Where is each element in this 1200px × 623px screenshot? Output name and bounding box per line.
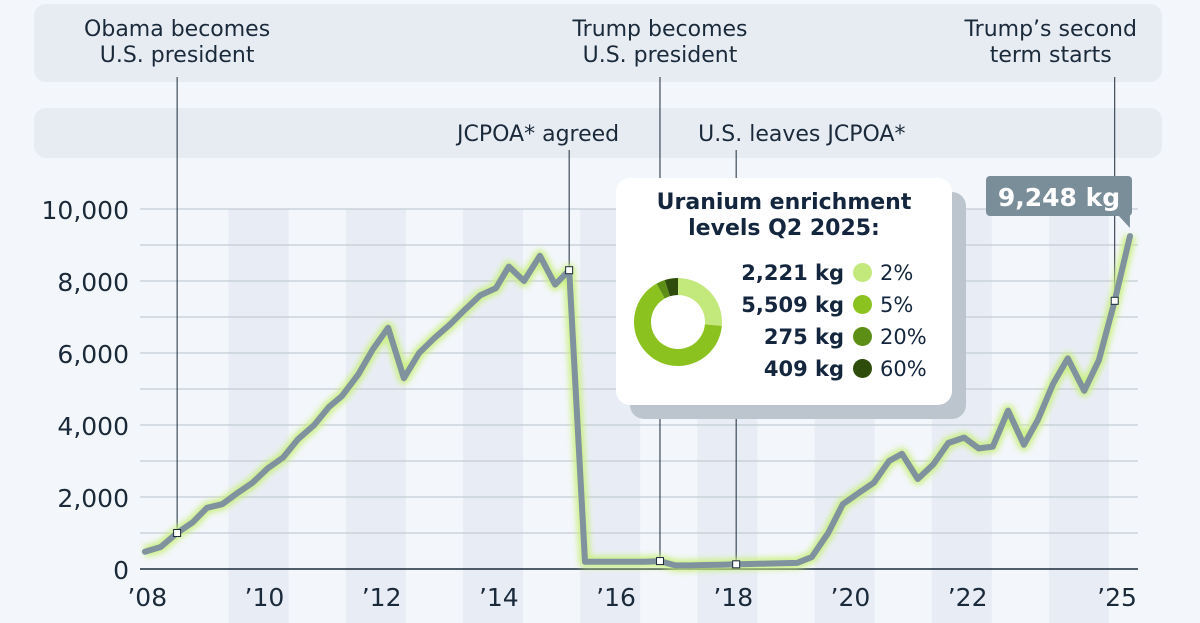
x-tick-label: ’18	[713, 583, 753, 612]
event-label: term starts	[990, 43, 1112, 68]
event-banner-top	[34, 4, 1162, 82]
x-tick-label: ’12	[362, 583, 402, 612]
x-tick-label: ’14	[479, 583, 519, 612]
enrichment-donut	[633, 278, 722, 367]
event-marker	[655, 557, 664, 566]
event-label: Trump becomes	[571, 17, 747, 42]
legend-swatch	[853, 359, 872, 378]
legend-item: 5,509 kg 5%	[714, 289, 932, 320]
legend-kg: 5,509 kg	[741, 292, 844, 317]
x-tick-label: ’08	[127, 583, 167, 612]
donut-slice	[656, 280, 670, 299]
legend-kg: 275 kg	[763, 324, 844, 349]
legend-swatch	[853, 263, 872, 282]
inset-title-line: Uranium enrichment	[656, 190, 912, 215]
x-tick-label: ’25	[1097, 583, 1137, 612]
event-marker	[173, 529, 182, 537]
legend-swatch	[853, 327, 872, 346]
event-banner-second	[34, 108, 1162, 158]
legend-level: 20%	[880, 324, 927, 349]
legend-item: 275 kg 20%	[714, 321, 932, 352]
event-marker	[1110, 296, 1119, 305]
last-value-label: 9,248 kg	[998, 183, 1120, 212]
y-tick-label: 6,000	[57, 340, 129, 369]
enrichment-inset: Uranium enrichment levels Q2 2025: 2,221…	[616, 178, 952, 405]
y-tick-label: 10,000	[42, 196, 129, 225]
legend-kg: 409 kg	[763, 356, 844, 381]
last-value-callout	[986, 176, 1132, 216]
donut-slice	[633, 283, 722, 367]
year-band	[228, 209, 289, 623]
y-tick-label: 2,000	[57, 484, 129, 513]
legend-swatch	[853, 295, 872, 314]
event-label: Obama becomes	[84, 17, 270, 42]
legend-level: 60%	[880, 356, 927, 381]
inset-title-line: levels Q2 2025:	[688, 216, 880, 241]
event-label: U.S. president	[100, 43, 255, 68]
event-marker	[732, 560, 741, 569]
callout-pointer	[1117, 215, 1130, 228]
donut-slice	[678, 278, 722, 326]
x-tick-label: ’16	[596, 583, 636, 612]
legend-level: 2%	[880, 260, 914, 285]
event-label: U.S. leaves JCPOA*	[698, 122, 905, 147]
legend-item: 409 kg 60%	[714, 353, 932, 384]
legend-kg: 2,221 kg	[741, 260, 844, 285]
series-line	[141, 233, 1133, 569]
x-tick-label: ’10	[245, 583, 285, 612]
year-band	[345, 209, 406, 623]
year-band	[1049, 209, 1109, 623]
event-marker	[565, 266, 574, 275]
y-tick-label: 0	[113, 556, 129, 585]
event-label: Trump’s second	[963, 17, 1137, 42]
y-tick-label: 4,000	[57, 412, 129, 441]
event-label: JCPOA* agreed	[455, 122, 619, 147]
legend-item: 2,221 kg 2%	[714, 257, 932, 288]
y-tick-label: 8,000	[57, 268, 129, 297]
legend-level: 5%	[880, 292, 914, 317]
x-tick-label: ’22	[948, 583, 988, 612]
inset-title: Uranium enrichment levels Q2 2025:	[616, 190, 952, 242]
x-tick-label: ’20	[831, 583, 871, 612]
event-label: U.S. president	[583, 43, 738, 68]
donut-slice	[664, 278, 678, 297]
